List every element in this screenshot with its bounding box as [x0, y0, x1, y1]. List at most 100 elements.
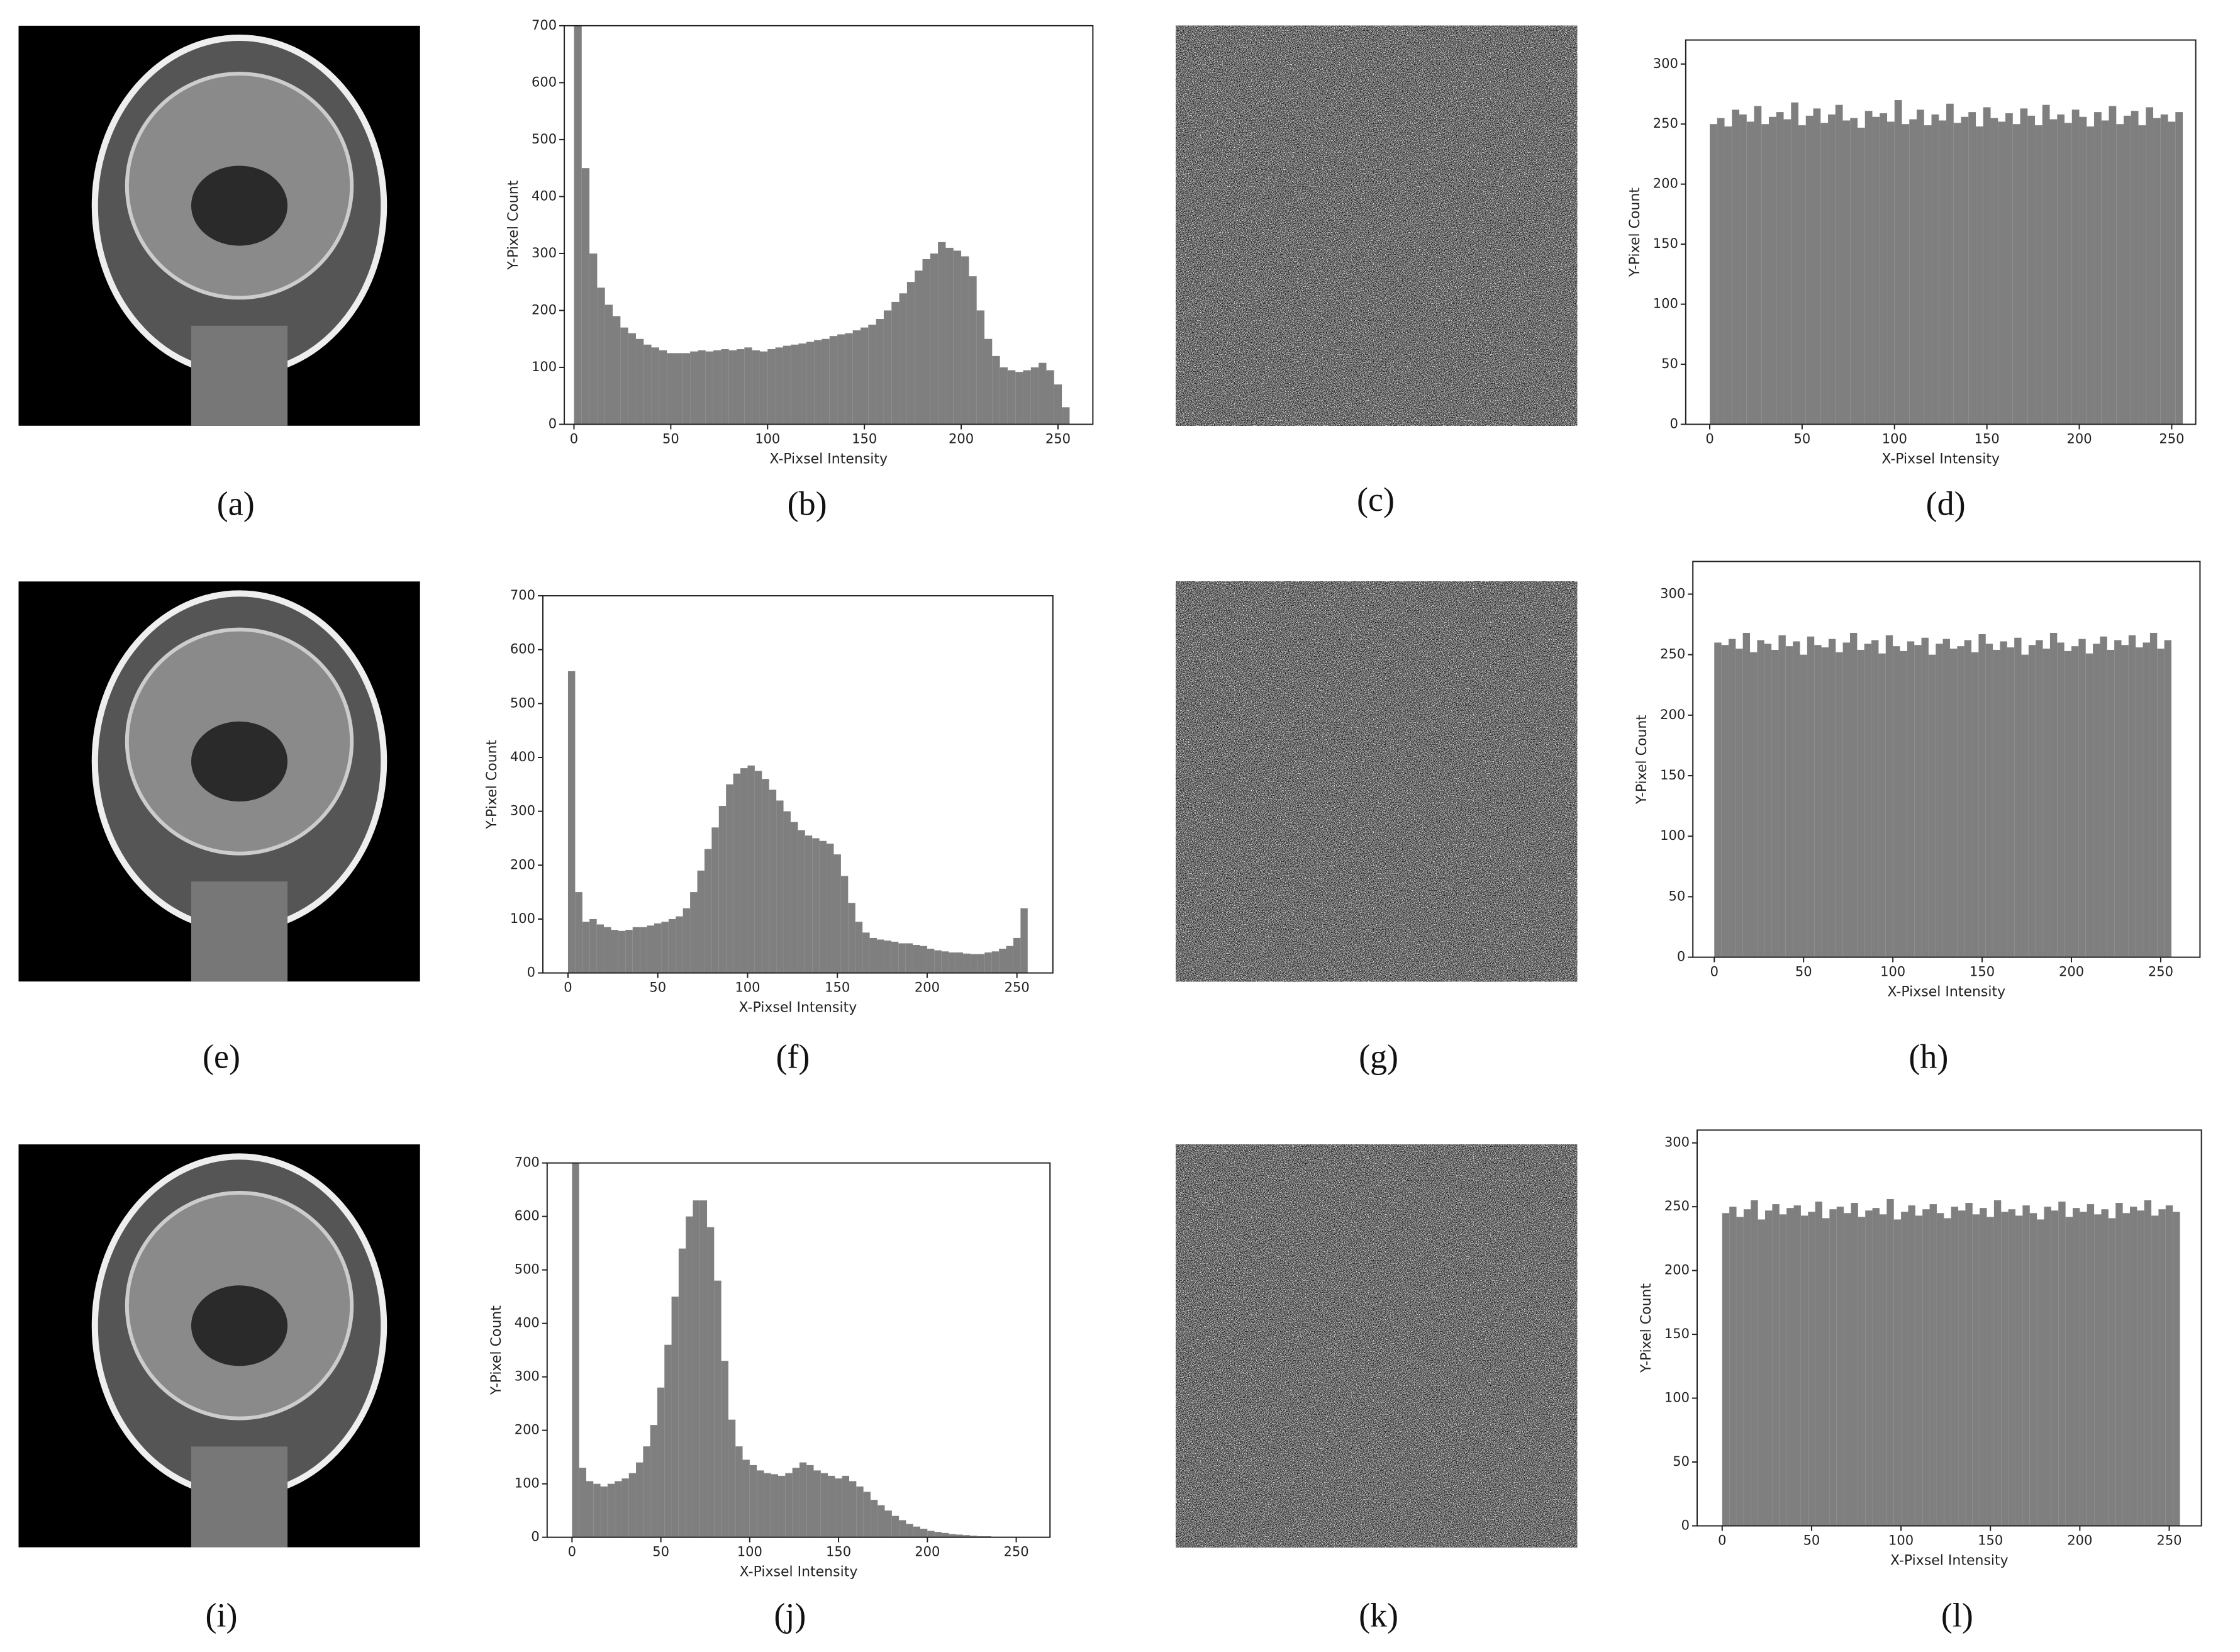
histogram-bar [1772, 1204, 1780, 1526]
histogram-bar [1964, 640, 1972, 957]
encrypted-image [1176, 1144, 1578, 1548]
histogram-bar [956, 952, 964, 973]
y-tick-label: 100 [510, 911, 535, 926]
x-tick-label: 250 [1004, 1544, 1029, 1560]
y-tick-label: 50 [1661, 356, 1678, 371]
histogram-bar [2049, 119, 2058, 425]
histogram-bar [749, 1465, 757, 1538]
histogram-bar [1714, 642, 1722, 957]
y-tick-label: 100 [1664, 1390, 1690, 1405]
histogram-bar [842, 1475, 850, 1538]
histogram-bar [1924, 125, 1932, 425]
histogram-bar [2005, 113, 2013, 425]
y-axis-label: Y-Pixel Count [484, 739, 500, 829]
histogram-bar [2035, 125, 2042, 425]
y-tick-label: 100 [515, 1476, 540, 1491]
histogram-bar [1721, 645, 1729, 957]
histogram-bar [1793, 1205, 1801, 1526]
panel-caption: (a) [217, 485, 255, 523]
histogram-bar [930, 253, 939, 425]
histogram-bar [1958, 1210, 1966, 1526]
x-tick-label: 100 [1880, 964, 1905, 979]
y-tick-label: 400 [510, 749, 535, 764]
x-tick-label: 50 [662, 432, 679, 447]
histogram-bar [884, 1510, 892, 1538]
histogram-bar [1893, 646, 1900, 957]
histogram-bar [863, 1492, 871, 1538]
histogram-bar [1822, 1218, 1830, 1526]
histogram-bar [582, 922, 590, 973]
histogram-bar [2022, 1205, 2030, 1526]
y-tick-label: 100 [532, 359, 557, 374]
histogram-bar [1046, 370, 1054, 425]
histogram-bar [906, 1524, 913, 1538]
histogram-bar [845, 333, 853, 425]
histogram-bar [934, 1532, 942, 1538]
histogram-bar [2121, 645, 2129, 957]
histogram-bar [891, 1515, 900, 1538]
y-tick-label: 200 [1653, 176, 1678, 191]
histogram-bar [767, 349, 776, 425]
histogram-bar [744, 347, 752, 425]
y-axis-label: Y-Pixel Count [506, 180, 521, 270]
histogram-bar [668, 918, 676, 973]
histogram-bar [884, 940, 891, 973]
histogram-bar [1739, 114, 1747, 425]
histogram-bar [2001, 1212, 2009, 1526]
histogram-bar [1842, 642, 1851, 957]
histogram-bar [2175, 112, 2183, 425]
histogram-bar [1013, 937, 1021, 973]
histogram-bar [868, 325, 876, 425]
histogram-bar [1820, 123, 1829, 425]
histogram-bar [607, 1483, 615, 1538]
histogram-bar [628, 333, 636, 425]
y-tick-label: 300 [515, 1369, 540, 1384]
histogram-bar [2071, 646, 2079, 957]
histogram-bar [1980, 1208, 1987, 1526]
histogram-bar [1736, 1217, 1744, 1526]
y-tick-label: 0 [1681, 1517, 1690, 1532]
histogram-bar [1828, 114, 1836, 425]
y-tick-label: 500 [515, 1262, 540, 1277]
y-tick-label: 100 [1653, 296, 1678, 311]
histogram-bar [953, 250, 962, 425]
histogram-bar [2014, 637, 2022, 957]
x-axis-label: X-Pixsel Intensity [1887, 985, 2005, 1000]
y-tick-label: 0 [549, 416, 557, 432]
histogram-bar [721, 1361, 728, 1538]
histogram-bar [747, 765, 755, 973]
histogram-bar [1993, 649, 2000, 957]
histogram-bar [1929, 1204, 1937, 1526]
histogram-bar [707, 1227, 715, 1538]
histogram-bar [1931, 114, 1939, 425]
histogram-bar [806, 342, 815, 425]
histogram-bar [2080, 1212, 2087, 1526]
x-axis-label: X-Pixsel Intensity [739, 1000, 857, 1016]
histogram-bar [1798, 125, 1806, 425]
histogram-bar [2065, 1217, 2073, 1526]
histogram-bar [1771, 649, 1779, 957]
histogram-bar [1751, 1200, 1758, 1526]
histogram-bar [693, 1200, 700, 1538]
histogram-bar [2051, 1210, 2059, 1526]
histogram-bar [798, 830, 805, 973]
histogram-bar [676, 916, 683, 973]
histogram-bar [1915, 1215, 1923, 1526]
y-tick-label: 300 [1664, 1135, 1690, 1150]
histogram-bar [806, 1465, 814, 1538]
histogram-bar [1985, 644, 1993, 957]
histogram-bar [1936, 1213, 1944, 1526]
y-tick-label: 300 [1653, 56, 1678, 71]
histogram-bar [2028, 645, 2036, 957]
histogram-bar [949, 952, 956, 973]
x-tick-label: 150 [852, 432, 877, 447]
histogram-bar [984, 952, 992, 973]
histogram-bar [1944, 1218, 1951, 1526]
x-tick-label: 200 [2066, 432, 2092, 447]
histogram-bar [586, 1481, 594, 1538]
histogram-bar [927, 1531, 935, 1538]
histogram-bar [833, 854, 841, 973]
histogram-bar [2057, 642, 2064, 957]
histogram-bar [2071, 109, 2080, 425]
y-tick-label: 500 [510, 695, 535, 710]
